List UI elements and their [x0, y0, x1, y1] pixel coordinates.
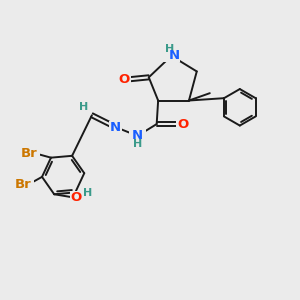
Bar — [13, 178, 34, 191]
Text: N: N — [169, 49, 180, 62]
Bar — [176, 118, 189, 130]
Text: Br: Br — [15, 178, 32, 191]
Text: O: O — [119, 73, 130, 86]
Text: O: O — [70, 191, 82, 204]
Text: O: O — [177, 118, 188, 130]
Text: H: H — [79, 102, 88, 112]
Bar — [109, 121, 122, 134]
Text: Br: Br — [21, 147, 38, 160]
Text: N: N — [110, 121, 121, 134]
Text: H: H — [82, 188, 92, 198]
Bar — [78, 102, 89, 112]
Text: N: N — [132, 129, 143, 142]
Text: H: H — [165, 44, 175, 53]
Bar — [70, 191, 82, 203]
Bar — [163, 49, 180, 62]
Text: H: H — [133, 139, 142, 149]
Bar — [19, 147, 40, 160]
Bar — [129, 129, 146, 142]
Bar — [118, 73, 131, 86]
